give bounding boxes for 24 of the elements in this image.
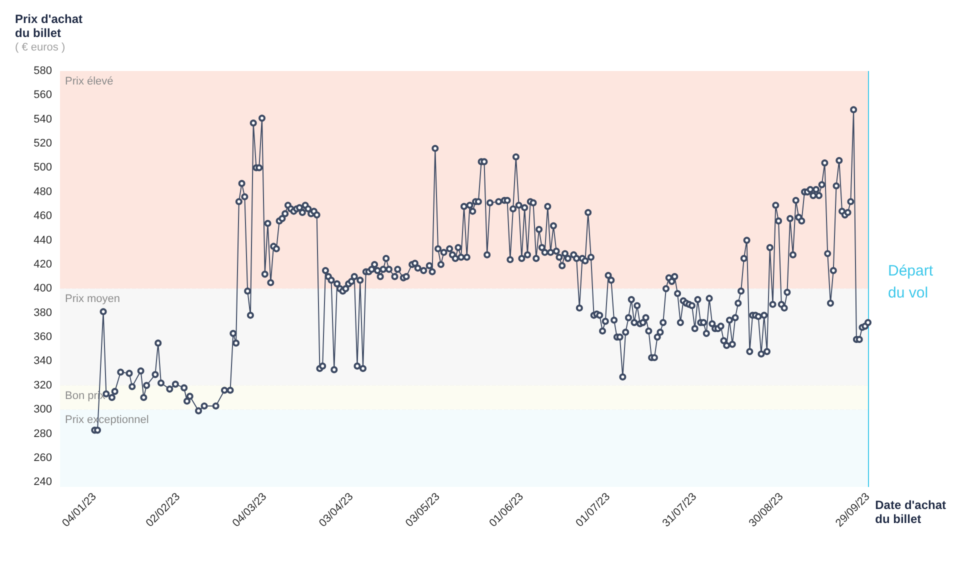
y-tick-label: 440 <box>34 234 52 246</box>
y-tick-label: 520 <box>34 138 52 150</box>
band-label: Prix élevé <box>65 76 114 88</box>
y-tick-label: 400 <box>34 282 52 295</box>
y-tick-label: 340 <box>34 355 52 368</box>
ref-line-label: Départ du vol <box>888 262 934 302</box>
y-axis-title: Prix d'achat du billet <box>15 12 83 40</box>
y-tick-label: 320 <box>34 379 52 392</box>
band-label: Prix moyen <box>65 293 120 306</box>
y-tick-label: 280 <box>34 428 52 440</box>
y-tick-label: 480 <box>34 186 52 198</box>
y-tick-label: 580 <box>34 65 52 77</box>
x-axis-title: Date d'achat du billet <box>875 498 946 526</box>
text: ( € euros ) <box>15 42 66 54</box>
y-tick-label: 500 <box>34 162 52 174</box>
y-tick-label: 560 <box>34 89 52 102</box>
y-tick-label: 420 <box>34 258 52 270</box>
y-tick-label: 300 <box>34 404 52 416</box>
y-tick-label: 240 <box>34 476 52 488</box>
y-tick-label: 540 <box>34 113 52 126</box>
y-tick-label: 460 <box>34 210 52 222</box>
y-tick-label: 380 <box>34 306 52 319</box>
y-tick-label: 260 <box>34 452 52 464</box>
y-tick-label: 360 <box>34 331 52 344</box>
